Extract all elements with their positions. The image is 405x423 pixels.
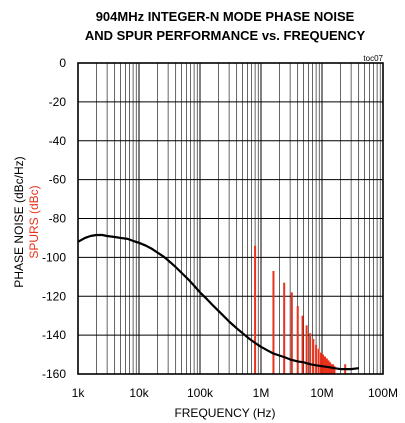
y-tick-label: -20: [49, 95, 67, 109]
y-axis-label-secondary: SPURS (dBc): [27, 185, 41, 258]
chart-title-line2: AND SPUR PERFORMANCE vs. FREQUENCY: [85, 28, 366, 43]
plot-frame: [77, 62, 384, 375]
phase-noise-line: [77, 233, 359, 371]
y-tick-label: -120: [42, 289, 66, 303]
y-tick-labels: 0 -20 -40 -60 -80 -100 -120 -140 -160: [42, 56, 66, 381]
y-axis-label-primary: PHASE NOISE (dBc/Hz): [12, 156, 26, 287]
y-tick-label: -80: [49, 212, 67, 226]
y-tick-label: 0: [59, 56, 66, 70]
x-tick-label: 1k: [72, 386, 86, 400]
x-axis-label: FREQUENCY (Hz): [174, 406, 275, 420]
y-tick-label: -60: [49, 173, 67, 187]
chart-title-line1: 904MHz INTEGER-N MODE PHASE NOISE: [96, 9, 355, 24]
phase-noise-series: [77, 233, 359, 371]
y-tick-label: -160: [42, 367, 66, 381]
spurs-series: [254, 245, 347, 374]
x-tick-label: 100k: [187, 386, 214, 400]
x-tick-label: 10M: [310, 386, 333, 400]
x-tick-label: 100M: [368, 386, 398, 400]
x-tick-label: 1M: [253, 386, 270, 400]
major-grid: [77, 62, 384, 375]
y-tick-label: -40: [49, 134, 67, 148]
figure-code: toc07: [363, 54, 383, 63]
x-tick-label: 10k: [129, 386, 149, 400]
y-tick-label: -140: [42, 328, 66, 342]
y-tick-label: -100: [42, 250, 66, 264]
x-tick-labels: 1k 10k 100k 1M 10M 100M: [72, 386, 398, 400]
